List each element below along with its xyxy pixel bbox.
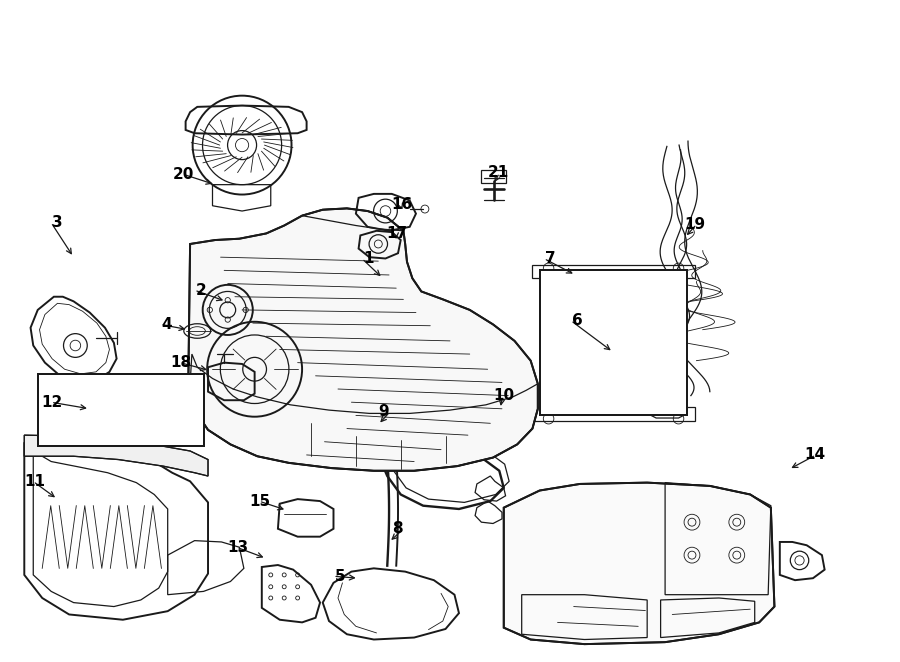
Text: 11: 11 [24, 474, 45, 489]
Text: 5: 5 [335, 569, 345, 584]
Text: 19: 19 [685, 216, 706, 232]
Text: 13: 13 [227, 540, 248, 555]
Text: 9: 9 [378, 404, 389, 419]
Text: 1: 1 [364, 251, 374, 266]
Text: 18: 18 [171, 355, 192, 370]
Text: 8: 8 [392, 521, 402, 536]
Polygon shape [504, 483, 774, 644]
Text: 7: 7 [545, 251, 556, 266]
Bar [38, 374, 203, 446]
Text: 4: 4 [161, 317, 172, 332]
Text: 3: 3 [52, 214, 63, 230]
Text: 20: 20 [173, 167, 194, 181]
Text: 12: 12 [41, 395, 63, 410]
Text: 16: 16 [392, 197, 412, 212]
Bar [540, 270, 688, 415]
Text: 14: 14 [804, 448, 825, 463]
Bar [482, 170, 507, 183]
Bar [540, 270, 688, 415]
Text: 6: 6 [572, 313, 582, 328]
Text: 2: 2 [195, 283, 206, 298]
Bar [38, 374, 203, 446]
Text: 15: 15 [249, 494, 271, 508]
Polygon shape [24, 435, 208, 476]
Text: 21: 21 [488, 166, 508, 180]
Text: 10: 10 [493, 388, 515, 403]
Polygon shape [188, 209, 538, 471]
Text: 17: 17 [387, 226, 408, 241]
